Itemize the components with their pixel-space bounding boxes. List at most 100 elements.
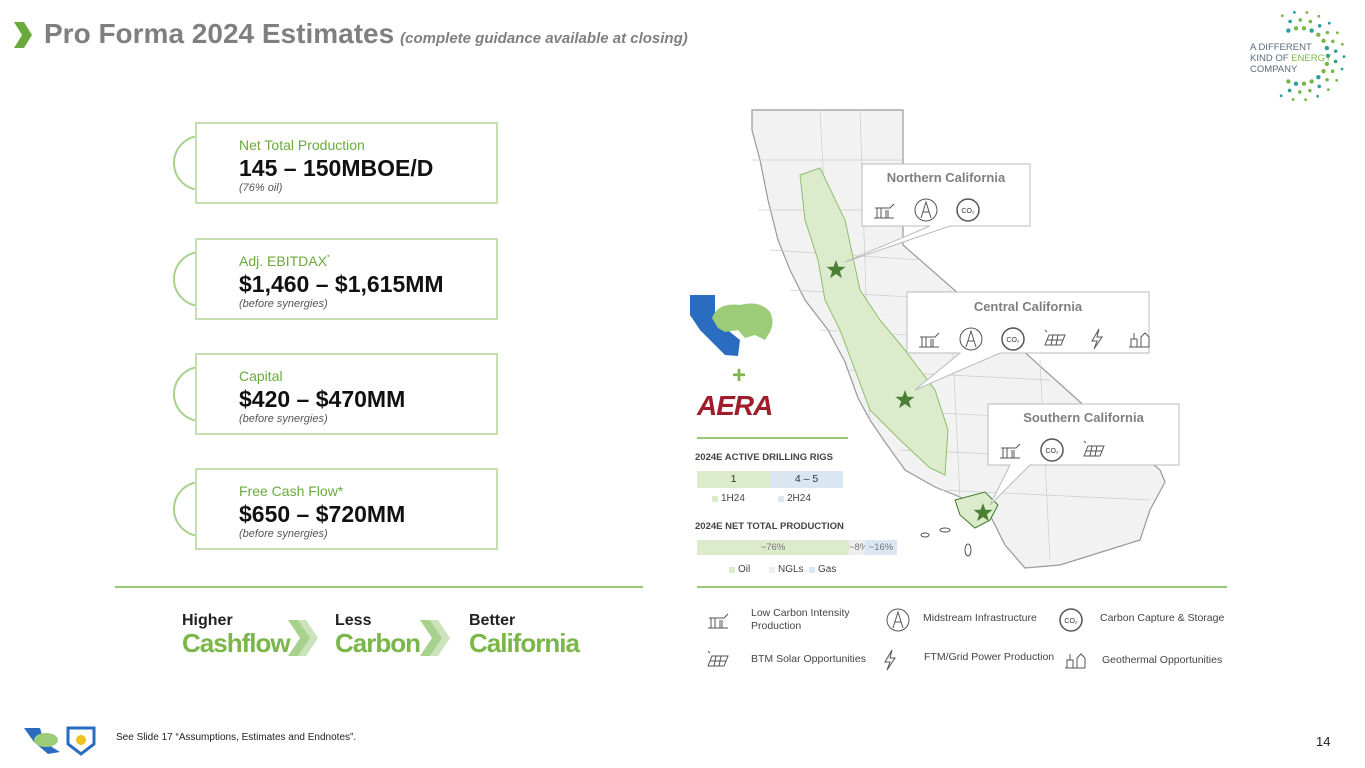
logo-dot (1309, 28, 1314, 33)
islands (920, 527, 972, 557)
title-chevron (14, 22, 32, 48)
logo-word: KIND OF (1250, 53, 1289, 64)
metric-note: (before synergies) (239, 298, 328, 310)
metric-label: Net Total Production (239, 137, 365, 153)
logo-dot (1340, 67, 1344, 71)
metric-value: $420 – $470MM (239, 386, 406, 412)
logo-dot (1288, 19, 1292, 24)
logo-dot (1342, 55, 1346, 59)
logo-text: A DIFFERENT KIND OF ENERGY COMPANY (1250, 42, 1331, 75)
logo-dot (1324, 45, 1330, 51)
co2-ring (956, 198, 980, 222)
label-sup: * (326, 253, 331, 263)
logo-dots (1279, 10, 1346, 102)
label-text: Free Cash Flow* (239, 483, 344, 499)
icon-p (708, 613, 729, 629)
metric-box (195, 468, 498, 550)
logo-dot (1317, 24, 1322, 28)
footnote: See Slide 17 “Assumptions, Estimates and… (116, 732, 357, 743)
logo-dot (1327, 21, 1331, 25)
icon-c: CO₂ (956, 198, 980, 222)
icon-p (874, 203, 895, 219)
logo-dot (1316, 74, 1321, 80)
logo-dot (1324, 61, 1330, 67)
logo-dot (1317, 84, 1322, 89)
logo-dot (1330, 69, 1335, 73)
icon-b (884, 649, 896, 671)
logo-dot (1333, 59, 1338, 64)
logo-dot (1298, 18, 1303, 22)
ca-icon (690, 295, 740, 356)
metric-box (195, 122, 498, 204)
logo-word: ENERGY (1291, 53, 1332, 64)
tagline-top: Better (469, 612, 516, 629)
logo-dot (1325, 30, 1330, 35)
logo-dot (1287, 88, 1292, 93)
title-text: Pro Forma 2024 Estimates (44, 18, 395, 49)
logo-dot (1305, 11, 1309, 14)
logo-dot (1317, 14, 1321, 18)
label-text: Adj. EBITDAX (239, 253, 327, 269)
logo-dot (1293, 81, 1299, 86)
metric-box (195, 238, 498, 320)
tower (920, 200, 932, 219)
icon-c: CO₂ (1040, 438, 1064, 462)
legend-label: FTM/Grid Power Production (924, 651, 1055, 663)
ring (959, 327, 983, 351)
legend-label: Geothermal Opportunities (1102, 654, 1223, 666)
swatch (778, 495, 784, 502)
legend-label: Midstream Infrastructure (923, 612, 1037, 624)
plus: + (732, 362, 747, 389)
icon-m (886, 608, 910, 632)
production-title: 2024E NET TOTAL PRODUCTION (695, 521, 844, 532)
legend-label: BTM Solar Opportunities (751, 653, 866, 665)
ring (914, 198, 938, 222)
footer-sun (76, 735, 86, 745)
logo-dot (1279, 94, 1283, 98)
tagline-bottom: California (469, 628, 580, 658)
tagline-bottom: Cashflow (182, 628, 291, 658)
icon-b (1091, 328, 1103, 350)
title: Pro Forma 2024 Estimates (complete guidan… (44, 18, 688, 50)
logo-dot (1297, 90, 1302, 94)
logo-dot (1335, 78, 1339, 82)
footer-bear (34, 733, 58, 747)
pumpjack (919, 332, 940, 348)
tower (965, 329, 977, 348)
logo-dot (1286, 28, 1291, 33)
metric-value: $1,460 – $1,615MM (239, 271, 444, 297)
production-segment: ~16% (865, 540, 897, 555)
legend-text: Gas (818, 564, 837, 575)
logo-dot (1304, 98, 1308, 102)
swatch (809, 566, 815, 573)
logo-dot (1280, 14, 1284, 18)
swatch (712, 495, 718, 502)
region-title: Northern California (886, 170, 1006, 185)
icon-m (959, 327, 983, 351)
pumpjack (874, 203, 895, 219)
rig-bar: 4 – 5 (770, 471, 843, 488)
metric-note: (before synergies) (239, 528, 328, 540)
callouts (844, 163, 1180, 506)
icon-c: CO₂ (1059, 608, 1083, 632)
tower (892, 610, 904, 629)
metric-note: (76% oil) (239, 182, 283, 194)
rig-legend: 2H24 (778, 493, 811, 504)
logo-line: KIND OF ENERGY (1250, 53, 1331, 64)
metric-label: Free Cash Flow* (239, 483, 343, 499)
tagline-bottom: Carbon (335, 628, 421, 658)
icon-p (1000, 443, 1021, 459)
region-title: Central California (973, 299, 1083, 314)
production-legend: Oil (729, 564, 750, 575)
logo-line: A DIFFERENT (1250, 42, 1312, 53)
logo-dot (1333, 49, 1338, 53)
logo-dot (1325, 77, 1329, 82)
metric-value: $650 – $720MM (239, 501, 406, 527)
logo-dot (1325, 53, 1331, 59)
solar (1044, 329, 1066, 346)
icon-s (707, 650, 729, 667)
production-segment: ~76% (697, 540, 849, 555)
solar (707, 650, 729, 667)
